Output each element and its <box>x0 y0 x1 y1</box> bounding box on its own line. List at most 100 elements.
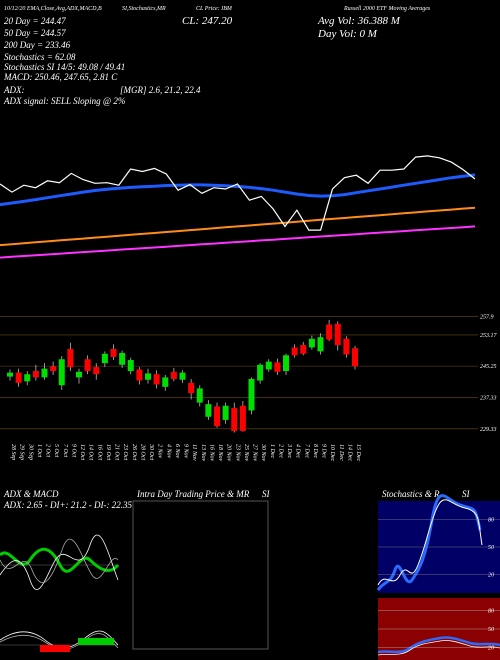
candle-body <box>334 323 341 346</box>
candle-body <box>257 364 264 381</box>
mgr-text: [MGR] 2.6, 21.2, 22.4 <box>120 85 201 95</box>
x-tick-label: 16 Nov <box>208 444 214 462</box>
x-tick-label: 21 Oct <box>114 444 120 460</box>
candle-body <box>239 405 246 431</box>
ema20-text: 20 Day = 244.47 <box>4 16 66 26</box>
candle-body <box>205 404 212 417</box>
x-tick-label: 6 Nov <box>174 444 180 459</box>
panel-title: SI <box>262 489 271 499</box>
candle-body <box>15 372 22 383</box>
x-tick-label: 9 Oct <box>70 444 76 457</box>
candle-body <box>127 360 134 372</box>
close-line <box>0 155 476 231</box>
candle-body <box>93 367 100 375</box>
x-tick-label: 11 Nov <box>191 444 197 461</box>
y-tick-label: 20 <box>488 573 494 579</box>
x-tick-label: 20 Nov <box>226 444 232 462</box>
si-text: Stochastics SI 14/5: 49.08 / 49.41 <box>4 62 125 72</box>
stoch-text: Stochastics = 62.08 <box>4 52 76 62</box>
adx-signal-text: ADX signal: SELL Sloping @ 2% <box>3 96 125 106</box>
candle-body <box>248 378 255 411</box>
x-tick-label: 2 Oct <box>45 444 51 457</box>
histogram <box>40 645 70 652</box>
candle-body <box>170 371 177 379</box>
candle-body <box>24 374 31 382</box>
candle-body <box>145 373 151 380</box>
x-tick-label: 18 Nov <box>217 444 223 462</box>
x-tick-label: 12 Oct <box>79 444 85 460</box>
candle-body <box>179 372 186 380</box>
x-tick-label: 28 Oct <box>139 444 145 460</box>
moving-average-line <box>0 225 476 259</box>
candle-body <box>222 405 229 420</box>
panel-title: ADX & MACD <box>3 489 59 499</box>
x-tick-label: 26 Oct <box>131 444 137 460</box>
candle-body <box>76 371 82 378</box>
x-tick-label: 30 Nov <box>260 443 266 462</box>
candle-body <box>326 324 333 340</box>
x-tick-label: 2 Nov <box>157 444 163 459</box>
x-tick-label: 4 Dec <box>295 444 302 458</box>
candle-body <box>32 371 39 378</box>
indicator-line <box>377 499 483 586</box>
x-tick-label: 14 Dec <box>346 444 353 461</box>
indicator-line <box>0 538 119 583</box>
indicator-line <box>377 640 500 656</box>
x-tick-label: 4 Nov <box>165 444 172 459</box>
y-tick-label: 20 <box>488 646 494 652</box>
candle-body <box>317 337 324 352</box>
candle-body <box>343 338 350 355</box>
header-text: Russell 2000 ETF Moving Averages <box>343 6 431 12</box>
x-tick-label: 11 Dec <box>338 444 344 461</box>
candle-body <box>50 366 57 372</box>
candle-body <box>67 349 74 368</box>
x-tick-label: 30 Sep <box>27 443 33 460</box>
ema50-text: 50 Day = 244.57 <box>4 28 66 38</box>
candle-body <box>162 377 169 387</box>
x-tick-label: 1 Dec <box>269 444 275 458</box>
ema200-text: 200 Day = 233.46 <box>4 40 71 50</box>
x-tick-label: 9 Nov <box>183 444 189 459</box>
candle-body <box>7 372 13 377</box>
candle-body <box>283 355 289 372</box>
candle-body <box>214 406 220 427</box>
x-tick-label: 15 Dec <box>355 444 361 461</box>
x-tick-label: 13 Nov <box>200 444 206 462</box>
y-tick-label: 253.17 <box>480 333 498 339</box>
close-text: CL: 247.20 <box>182 15 233 27</box>
intraday-box <box>132 500 269 650</box>
avg-vol-text: Avg Vol: 36.388 M <box>317 15 401 27</box>
moving-average-line <box>0 206 476 247</box>
macd-text: MACD: 250.46, 247.65, 2.81 C <box>3 72 118 82</box>
x-tick-label: 10 Dec <box>329 444 335 461</box>
candle-body <box>300 345 307 354</box>
x-tick-label: 1 Oct <box>36 444 42 457</box>
x-tick-label: 19 Oct <box>105 444 111 460</box>
y-tick-label: 50 <box>488 545 494 551</box>
candle-body <box>188 382 195 394</box>
candle-body <box>352 348 358 367</box>
x-tick-label: 7 Oct <box>62 444 68 457</box>
candle-body <box>196 388 203 403</box>
x-tick-label: 9 Dec <box>321 444 327 458</box>
x-tick-label: 27 Nov <box>252 444 258 462</box>
candle-body <box>110 349 117 357</box>
panel-title: SI <box>462 489 471 499</box>
header-text: SI,Stochastics,MR <box>122 6 166 12</box>
x-tick-label: 29 Sep <box>19 444 25 460</box>
x-tick-label: 23 Oct <box>122 444 128 460</box>
candle-body <box>136 369 143 381</box>
x-tick-label: 25 Nov <box>243 444 249 462</box>
candle-body <box>58 359 65 386</box>
x-tick-label: 30 Oct <box>148 443 154 460</box>
x-tick-label: 28 Sep <box>10 444 16 460</box>
candle-body <box>265 361 272 370</box>
candle-body <box>101 353 108 364</box>
x-tick-label: 14 Oct <box>88 444 95 460</box>
indicator-line <box>377 636 500 654</box>
x-tick-label: 5 Oct <box>53 444 59 457</box>
y-tick-label: 257.9 <box>480 314 494 320</box>
x-tick-label: 16 Oct <box>96 444 102 460</box>
